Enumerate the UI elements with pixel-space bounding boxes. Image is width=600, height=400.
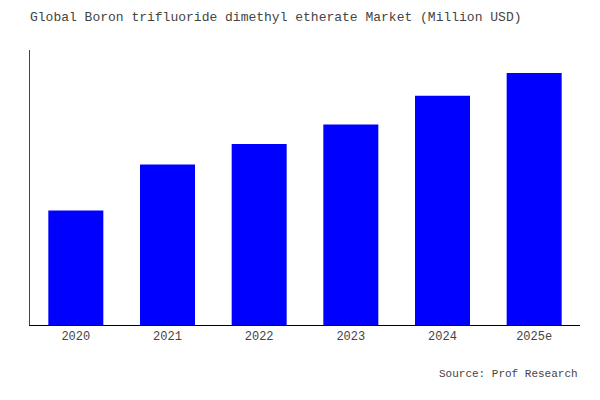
svg-text:Source: Prof Research: Source: Prof Research xyxy=(439,368,578,380)
svg-text:Global Boron trifluoride dimet: Global Boron trifluoride dimethyl ethera… xyxy=(30,10,521,25)
svg-text:2020: 2020 xyxy=(61,330,90,344)
svg-text:2024: 2024 xyxy=(428,330,457,344)
svg-text:2023: 2023 xyxy=(336,330,365,344)
svg-text:2025e: 2025e xyxy=(516,330,552,344)
svg-text:2021: 2021 xyxy=(153,330,182,344)
svg-text:2022: 2022 xyxy=(245,330,274,344)
